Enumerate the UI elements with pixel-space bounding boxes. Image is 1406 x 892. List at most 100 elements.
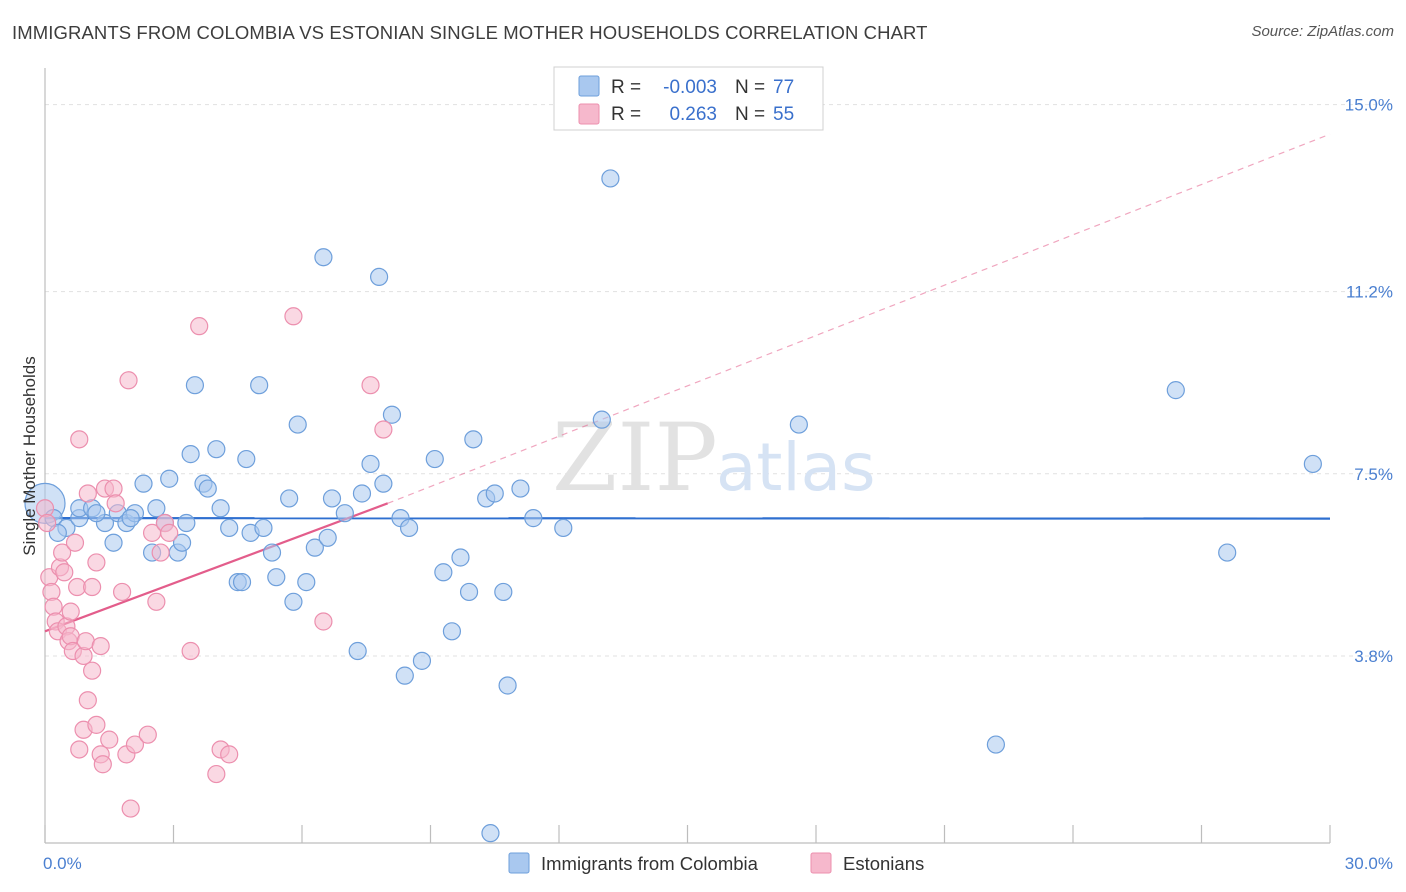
colombia-point [1303, 454, 1322, 474]
gridlines [45, 104, 1392, 657]
colombia-point [322, 489, 342, 508]
stats-pink-r-value: 0.263 [669, 104, 717, 125]
colombia-point [348, 641, 367, 661]
stats-pink-n-label: N = [735, 104, 765, 125]
colombia-point [361, 454, 380, 474]
colombia-point [250, 376, 269, 395]
estonian-point [190, 317, 209, 336]
colombia-point [399, 518, 419, 538]
colombia-point [1166, 381, 1185, 400]
estonian-point [106, 494, 125, 513]
estonian-point [207, 764, 226, 784]
watermark-zip-text: ZIP [552, 404, 718, 513]
colombia-point [511, 479, 530, 498]
colombia-point [335, 504, 354, 523]
watermark: ZIP atlas [552, 404, 876, 513]
colombia-point [177, 513, 196, 533]
estonian-point [61, 602, 80, 621]
colombia-point [207, 440, 226, 459]
estonian-point [83, 577, 102, 597]
estonian-trend-extension [387, 133, 1331, 504]
colombia-point [374, 474, 393, 493]
estonian-point [112, 582, 132, 602]
chart-title: IMMIGRANTS FROM COLOMBIA VS ESTONIAN SIN… [12, 22, 928, 43]
y-tick-label: 3.8% [1354, 647, 1393, 666]
colombia-point [601, 169, 620, 188]
estonian-point [70, 740, 89, 759]
y-axis-label: Single Mother Households [20, 356, 39, 555]
stats-pink-n-value: 55 [773, 104, 794, 125]
estonian-point [83, 661, 102, 680]
data-points [24, 169, 1322, 843]
estonian-point [314, 612, 333, 631]
estonian-point [55, 563, 74, 582]
colombia-point [147, 499, 166, 518]
stats-blue-r-value: -0.003 [663, 77, 717, 98]
stats-blue-r-label: R = [611, 77, 641, 98]
colombia-point [464, 430, 483, 449]
colombia-point [288, 415, 307, 434]
colombia-point [370, 267, 389, 287]
colombia-point [434, 563, 453, 582]
legend-pink-label: Estonians [843, 853, 924, 874]
colombia-point [314, 248, 333, 267]
colombia-point [494, 582, 513, 602]
colombia-point [87, 504, 106, 523]
estonian-point [78, 691, 97, 710]
y-tick-labels: 3.8% 7.5% 11.2% 15.0% [1345, 96, 1393, 666]
colombia-point [459, 582, 479, 602]
colombia-point [425, 449, 444, 469]
colombia-point [352, 484, 372, 503]
axes [44, 68, 1331, 844]
colombia-point [134, 474, 153, 493]
colombia-point [267, 568, 286, 587]
y-tick-label: 15.0% [1345, 96, 1393, 115]
estonian-point [87, 553, 106, 572]
colombia-point [280, 489, 299, 508]
stats-blue-n-value: 77 [773, 77, 794, 98]
stats-pink-swatch [578, 103, 600, 125]
estonian-point [147, 592, 166, 611]
estonian-point [220, 745, 239, 764]
estonian-point [65, 533, 85, 552]
colombia-point [485, 484, 504, 503]
estonian-trend-line [44, 502, 389, 633]
x-tick-label: 30.0% [1345, 854, 1393, 873]
colombia-point [986, 735, 1006, 754]
estonian-point [53, 543, 72, 562]
source-credit: Source: ZipAtlas.com [1251, 23, 1394, 40]
y-tick-label: 11.2% [1346, 283, 1393, 302]
colombia-point [318, 528, 337, 547]
colombia-point [104, 533, 123, 552]
colombia-point [211, 499, 230, 518]
estonian-point [70, 430, 89, 449]
stats-pink-r-label: R = [611, 104, 641, 125]
colombia-point [262, 543, 282, 562]
colombia-point [121, 509, 140, 528]
trend-lines [44, 133, 1331, 633]
colombia-point [284, 592, 303, 611]
estonian-point [160, 523, 179, 542]
stats-blue-swatch [578, 75, 600, 97]
colombia-point [524, 509, 543, 528]
colombia-point [789, 415, 808, 434]
estonian-point [125, 735, 145, 754]
colombia-point [172, 533, 192, 552]
colombia-point [395, 666, 414, 685]
estonian-point [138, 725, 157, 744]
colombia-point [412, 651, 432, 670]
colombia-point [220, 518, 239, 538]
colombia-point [498, 676, 517, 695]
x-tick-label: 0.0% [43, 854, 82, 873]
estonian-point [100, 730, 119, 749]
y-tick-label: 7.5% [1354, 465, 1393, 484]
estonian-point [38, 513, 57, 533]
colombia-point [198, 479, 217, 498]
x-tick-labels: 0.0% 30.0% [43, 854, 1393, 873]
estonian-point [119, 371, 138, 390]
estonian-point [284, 307, 303, 326]
estonian-point [361, 376, 380, 395]
colombia-point [382, 405, 402, 424]
estonian-point [93, 755, 112, 774]
legend-blue-swatch [508, 852, 530, 874]
